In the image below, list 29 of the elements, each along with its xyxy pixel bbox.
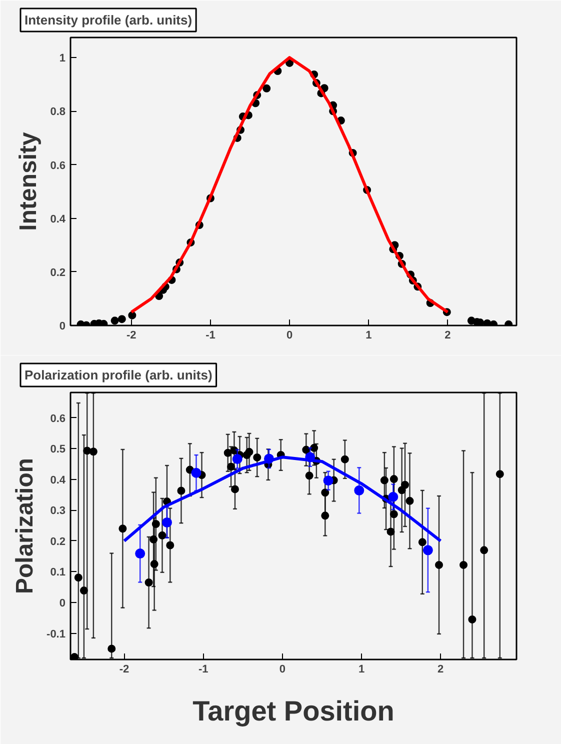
y-tick-label: 0.3 [50, 505, 66, 518]
chart-title: Intensity profile (arb. units) [24, 12, 192, 28]
x-tick-label: 1 [358, 664, 365, 676]
x-tick-label: -1 [198, 664, 208, 676]
chart-title: Polarization profile (arb. units) [24, 368, 212, 382]
x-tick-label: 2 [444, 330, 451, 342]
x-tick-label: -2 [119, 664, 130, 676]
y-tick-label: 0 [59, 598, 66, 610]
y-tick-label: 0.6 [50, 412, 66, 425]
y-tick-label: 0.1 [50, 566, 66, 579]
y-tick-label: 0.2 [50, 266, 66, 279]
y-tick-label: 0.8 [50, 106, 66, 118]
x-tick-label: 0 [279, 664, 286, 676]
y-tick-label: 0.5 [50, 444, 66, 456]
x-axis-title: Target Position [192, 696, 394, 726]
x-tick-label: 1 [366, 330, 372, 342]
y-tick-label: 0.4 [50, 474, 66, 486]
y-axis-title: Intensity [15, 132, 42, 231]
x-tick-label: 0 [286, 330, 293, 342]
y-tick-label: 0.4 [50, 213, 66, 226]
y-tick-label: 0.2 [50, 536, 66, 548]
x-tick-label: -1 [206, 330, 216, 342]
y-tick-label: 0.6 [50, 160, 66, 172]
x-tick-label: 2 [438, 664, 444, 676]
y-tick-label: 1 [59, 52, 66, 65]
y-axis-title: Polarization [12, 458, 39, 594]
y-tick-label: -0.1 [46, 628, 66, 640]
y-tick-label: 0 [59, 320, 66, 332]
x-tick-label: -2 [126, 330, 136, 342]
